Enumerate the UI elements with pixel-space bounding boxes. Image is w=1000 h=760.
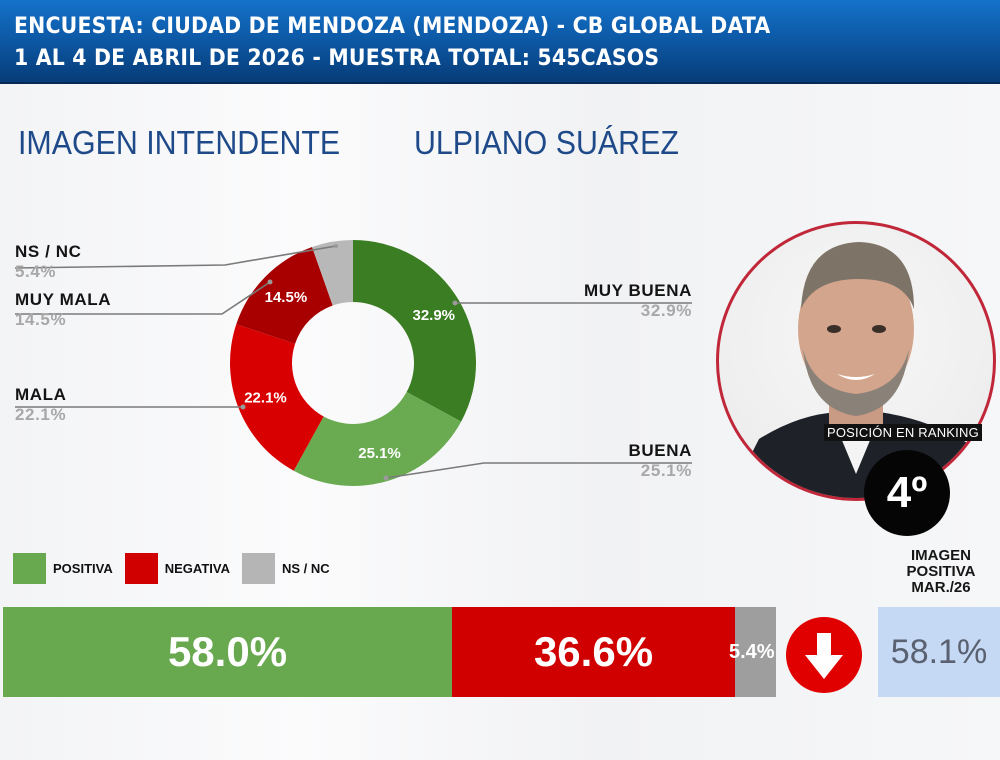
label-mala: MALA 22.1% [15, 385, 67, 424]
donut-value-label: 25.1% [358, 445, 401, 462]
leader-line-muy-mala [15, 281, 271, 315]
ranking-badge: 4º [864, 450, 950, 536]
section-title: IMAGEN INTENDENTE [18, 124, 341, 161]
legend-swatch-positiva [13, 553, 46, 584]
leader-line-buena [385, 462, 692, 479]
survey-title: ENCUESTA: CIUDAD DE MENDOZA (MENDOZA) - … [14, 14, 771, 39]
legend-label-positiva: POSITIVA [53, 561, 113, 576]
person-photo-icon [729, 242, 993, 498]
donut-slice-buena [293, 392, 462, 486]
label-nsnc: NS / NC 5.4% [15, 242, 82, 281]
bar-nsnc: 5.4% [729, 607, 776, 697]
label-muy-mala: MUY MALA 14.5% [15, 290, 112, 329]
person-photo [716, 221, 996, 501]
ranking-label: POSICIÓN EN RANKING [824, 424, 982, 441]
label-buena: BUENA 25.1% [628, 441, 692, 480]
legend-label-negativa: NEGATIVA [164, 561, 230, 576]
previous-value: 58.1% [890, 632, 988, 671]
donut-slice-mala [229, 324, 324, 471]
survey-dates-sample: 1 AL 4 DE ABRIL DE 2026 - MUESTRA TOTAL:… [14, 46, 660, 71]
previous-label: IMAGEN POSITIVA MAR./26 [906, 547, 976, 596]
donut-value-label: 32.9% [412, 307, 455, 324]
down-arrow-icon [786, 617, 862, 693]
donut-value-label: 14.5% [265, 289, 308, 306]
legend: POSITIVA NEGATIVA NS / NC [13, 553, 342, 584]
person-name: ULPIANO SUÁREZ [414, 124, 679, 161]
bar-negativa: 36.6% [452, 607, 735, 697]
leader-line-nsnc [14, 245, 337, 269]
donut-slice-muy-mala [236, 247, 333, 344]
header-banner: ENCUESTA: CIUDAD DE MENDOZA (MENDOZA) - … [0, 0, 1000, 84]
donut-value-label: 22.1% [244, 389, 287, 406]
legend-label-nsnc: NS / NC [281, 561, 330, 576]
previous-value-box: 58.1% [878, 607, 1000, 697]
bar-positiva: 58.0% [3, 607, 452, 697]
legend-swatch-nsnc [241, 553, 275, 584]
label-muy-buena: MUY BUENA 32.9% [583, 281, 692, 320]
donut-slice-ns-nc [312, 240, 353, 306]
legend-swatch-negativa [124, 553, 158, 584]
donut-slice-muy-buena [353, 240, 476, 422]
